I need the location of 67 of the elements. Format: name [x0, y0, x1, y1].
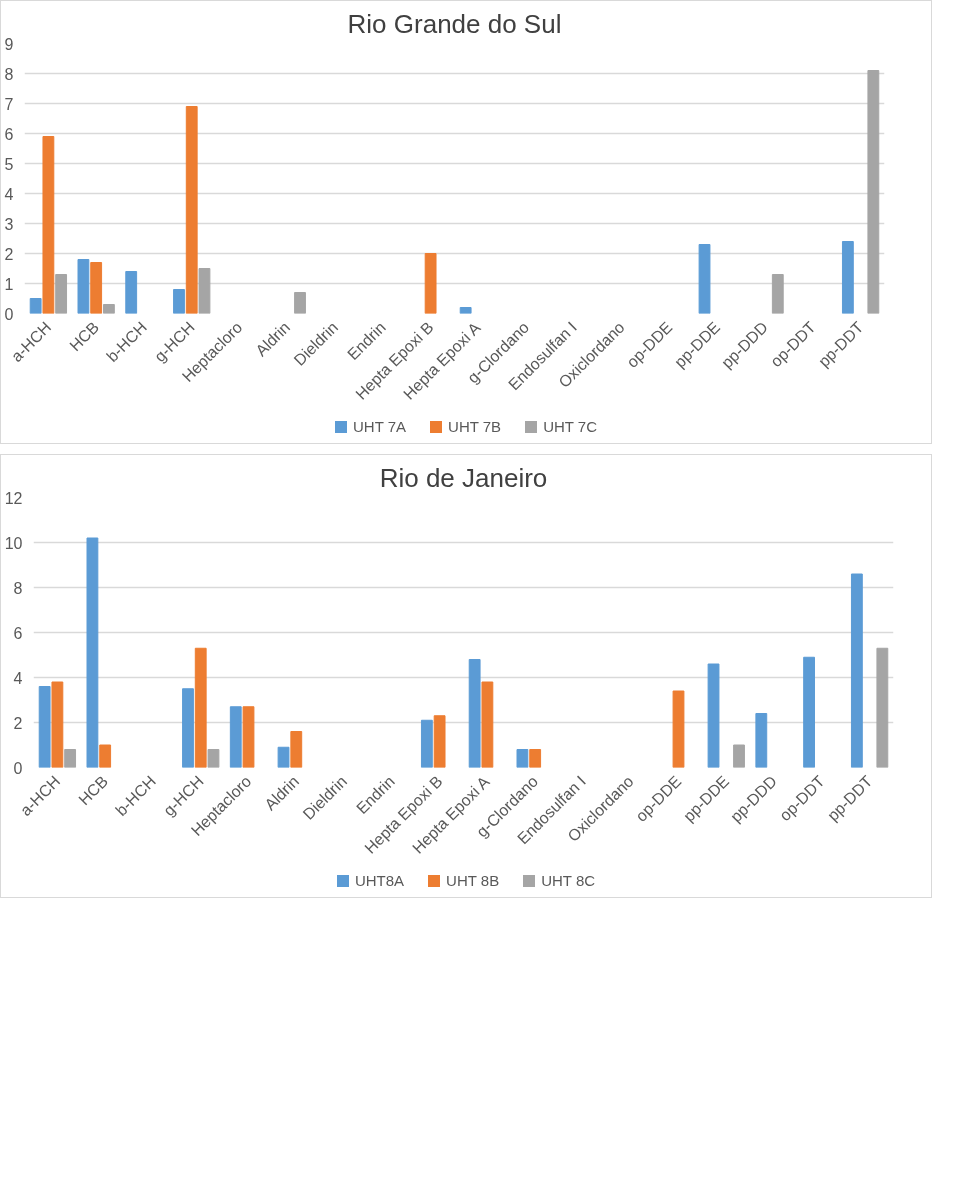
bar — [102, 304, 115, 314]
bar — [707, 663, 720, 768]
bar — [672, 690, 685, 768]
legend-label: UHT8A — [354, 871, 405, 892]
bar — [207, 749, 220, 768]
bar — [99, 744, 112, 768]
bar — [198, 268, 211, 314]
y-tick-label: 0 — [13, 759, 23, 777]
y-tick-label: 6 — [13, 624, 23, 642]
legend-label: UHT 7B — [448, 417, 502, 437]
chart-title: Rio de Janeiro — [379, 462, 548, 493]
y-tick-label: 10 — [4, 534, 23, 552]
bar — [55, 274, 68, 314]
bar — [194, 647, 207, 768]
bar — [185, 106, 198, 314]
y-tick-label: 8 — [4, 65, 14, 83]
bar — [867, 70, 880, 314]
y-tick-label: 7 — [4, 95, 14, 113]
y-tick-label: 4 — [13, 669, 23, 687]
bar — [529, 749, 542, 768]
bar — [64, 749, 77, 768]
chart-title: Rio Grande do Sul — [347, 8, 562, 39]
bar — [420, 719, 433, 768]
bar — [841, 241, 854, 314]
y-tick-label: 0 — [4, 305, 14, 323]
bar — [90, 262, 103, 314]
bar — [42, 136, 55, 314]
bar — [125, 271, 138, 314]
bar — [29, 298, 42, 314]
bar — [481, 681, 494, 768]
bar — [803, 656, 816, 768]
y-tick-label: 2 — [4, 245, 14, 263]
bar — [86, 537, 99, 768]
bar — [516, 749, 529, 768]
y-tick-label: 12 — [4, 489, 23, 507]
bar — [51, 681, 64, 768]
bar — [242, 706, 255, 768]
bar — [290, 731, 303, 768]
y-tick-label: 6 — [4, 125, 14, 143]
y-tick-label: 2 — [13, 714, 23, 732]
bar — [182, 688, 194, 768]
bar — [468, 659, 481, 768]
legend-label: UHT 8C — [541, 871, 596, 892]
y-tick-label: 3 — [4, 215, 14, 233]
legend-label: UHT 8B — [446, 871, 500, 892]
bar — [38, 686, 51, 768]
y-tick-label: 4 — [4, 185, 14, 203]
bar — [424, 253, 437, 314]
y-tick-label: 9 — [4, 35, 14, 53]
bar — [433, 715, 446, 768]
bar — [850, 573, 863, 768]
bar — [77, 259, 90, 314]
bar — [229, 706, 242, 768]
legend-label: UHT 7A — [352, 417, 407, 437]
bar — [277, 746, 290, 768]
bar — [755, 713, 768, 768]
bar — [876, 647, 889, 768]
y-tick-label: 8 — [13, 579, 23, 597]
bar — [733, 744, 745, 768]
bar — [698, 244, 711, 314]
bar — [294, 292, 306, 314]
y-tick-label: 5 — [4, 155, 14, 173]
legend-label: UHT 7C — [543, 417, 598, 437]
bar — [771, 274, 784, 314]
bar — [173, 289, 185, 314]
bar — [459, 307, 472, 314]
y-tick-label: 1 — [4, 275, 14, 293]
